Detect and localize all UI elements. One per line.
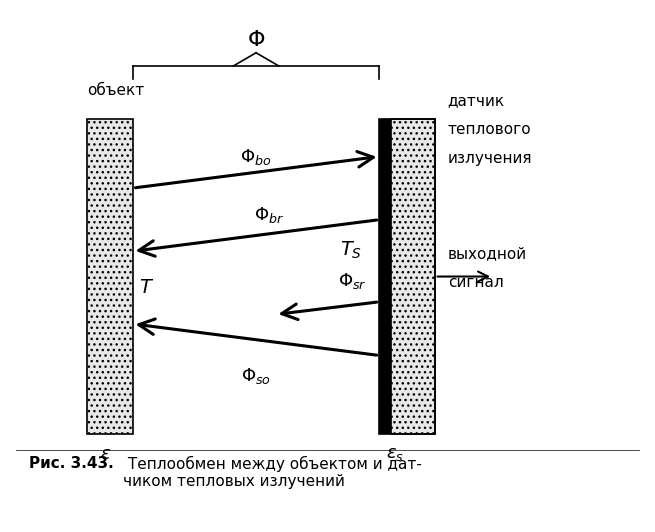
Text: $T$: $T$ — [139, 278, 155, 296]
Text: $T_S$: $T_S$ — [341, 239, 363, 261]
Text: $\mathbf{\mathit{\Phi}}$: $\mathbf{\mathit{\Phi}}$ — [247, 30, 265, 50]
Text: $\mathit{\Phi}_{br}$: $\mathit{\Phi}_{br}$ — [254, 205, 284, 225]
Text: сигнал: сигнал — [447, 275, 504, 290]
Text: Рис. 3.43.: Рис. 3.43. — [29, 455, 113, 470]
Text: выходной: выходной — [447, 246, 527, 261]
Text: $\mathit{\Phi}_{so}$: $\mathit{\Phi}_{so}$ — [241, 366, 271, 386]
Bar — [379, 119, 391, 435]
Text: датчик: датчик — [447, 93, 505, 108]
Bar — [391, 119, 435, 435]
Text: $\mathit{\Phi}_{bo}$: $\mathit{\Phi}_{bo}$ — [240, 147, 272, 167]
Text: $\varepsilon$: $\varepsilon$ — [100, 445, 111, 463]
Bar — [87, 119, 133, 435]
Text: $\varepsilon_s$: $\varepsilon_s$ — [386, 445, 404, 463]
Bar — [379, 119, 435, 435]
Text: излучения: излучения — [447, 151, 532, 166]
Text: теплового: теплового — [447, 122, 531, 137]
Text: $\mathit{\Phi}_{sr}$: $\mathit{\Phi}_{sr}$ — [338, 271, 366, 291]
Text: объект: объект — [87, 82, 145, 97]
Text: Теплообмен между объектом и дат-
чиком тепловых излучений: Теплообмен между объектом и дат- чиком т… — [123, 455, 422, 489]
